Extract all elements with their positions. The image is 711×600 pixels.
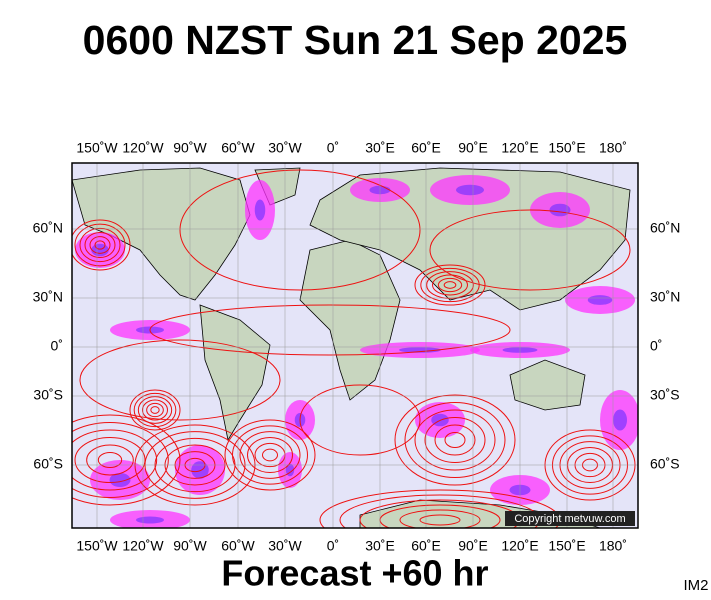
isobar bbox=[72, 429, 158, 491]
land bbox=[299, 239, 401, 401]
lon-label-bottom: 180˚ bbox=[599, 538, 627, 554]
isobar bbox=[247, 437, 293, 473]
lon-label-top: 120˚E bbox=[501, 140, 538, 156]
copyright: Copyright metvuw.com bbox=[514, 513, 625, 525]
precipitation-core bbox=[549, 203, 571, 217]
image-code: IM2 bbox=[683, 577, 708, 594]
lon-label-bottom: 120˚E bbox=[501, 538, 538, 554]
isobar bbox=[394, 394, 516, 486]
precipitation-core bbox=[399, 347, 441, 353]
isobar bbox=[129, 389, 181, 431]
isobar bbox=[89, 236, 111, 254]
isobar bbox=[150, 406, 160, 414]
isobar bbox=[437, 277, 463, 293]
isobar bbox=[72, 422, 169, 498]
lon-label-bottom: 90˚W bbox=[173, 538, 207, 554]
isobar bbox=[146, 402, 164, 418]
map bbox=[72, 163, 638, 528]
isobar bbox=[424, 417, 486, 463]
isobar bbox=[224, 419, 316, 491]
lat-label-right: 0˚ bbox=[650, 338, 662, 354]
lon-label-top: 30˚W bbox=[268, 140, 302, 156]
lon-label-bottom: 90˚E bbox=[458, 538, 488, 554]
copyright-box bbox=[505, 511, 635, 526]
isobar bbox=[434, 424, 476, 456]
isobar bbox=[94, 240, 106, 250]
lon-label-bottom: 30˚W bbox=[268, 538, 302, 554]
lon-label-bottom: 60˚E bbox=[411, 538, 441, 554]
isobar bbox=[149, 304, 511, 356]
lat-label-left: 0˚ bbox=[51, 338, 63, 354]
isobar bbox=[133, 392, 177, 428]
precipitation-core bbox=[109, 473, 131, 487]
isobar bbox=[299, 384, 421, 456]
isobar bbox=[142, 399, 168, 421]
isobar bbox=[404, 402, 506, 478]
isobar bbox=[414, 409, 496, 471]
precipitation-core bbox=[254, 199, 266, 221]
precipitation-core bbox=[587, 295, 613, 305]
precipitation-core bbox=[456, 184, 484, 196]
land bbox=[509, 359, 586, 411]
isobar bbox=[74, 223, 126, 267]
precipitation-core bbox=[191, 461, 209, 479]
lon-label-top: 90˚E bbox=[458, 140, 488, 156]
isobar bbox=[72, 414, 181, 506]
isobar bbox=[232, 425, 308, 485]
lon-label-bottom: 150˚W bbox=[76, 538, 118, 554]
lon-label-top: 60˚E bbox=[411, 140, 441, 156]
isobar bbox=[79, 339, 281, 421]
lon-label-bottom: 150˚E bbox=[548, 538, 585, 554]
lat-label-left: 60˚N bbox=[33, 220, 63, 236]
lon-label-top: 180˚ bbox=[599, 140, 627, 156]
title: 0600 NZST Sun 21 Sep 2025 bbox=[83, 17, 628, 63]
map-frame bbox=[71, 162, 639, 529]
isobar bbox=[399, 509, 481, 528]
isobar bbox=[72, 219, 131, 271]
isobar bbox=[86, 444, 134, 476]
precipitation-core bbox=[285, 463, 295, 477]
lat-label-right: 60˚N bbox=[650, 220, 680, 236]
land bbox=[199, 304, 271, 442]
isobar bbox=[137, 396, 173, 424]
isobar bbox=[443, 281, 457, 289]
precipitation-core bbox=[136, 516, 164, 524]
lon-label-bottom: 120˚W bbox=[122, 538, 164, 554]
lon-label-top: 150˚E bbox=[548, 140, 585, 156]
forecast-label: Forecast +60 hr bbox=[221, 553, 488, 594]
isobar bbox=[444, 432, 466, 448]
lat-label-left: 30˚N bbox=[33, 289, 63, 305]
lon-label-top: 0˚ bbox=[327, 140, 339, 156]
lon-label-bottom: 30˚E bbox=[365, 538, 395, 554]
lon-label-bottom: 0˚ bbox=[327, 538, 339, 554]
lon-label-top: 30˚E bbox=[365, 140, 395, 156]
isobar bbox=[97, 452, 123, 468]
isobar bbox=[414, 264, 486, 306]
isobar bbox=[79, 227, 121, 263]
isobar bbox=[84, 232, 116, 258]
lon-label-top: 120˚W bbox=[122, 140, 164, 156]
precipitation-core bbox=[91, 243, 109, 257]
lat-label-right: 30˚N bbox=[650, 289, 680, 305]
lon-label-top: 150˚W bbox=[76, 140, 118, 156]
isobar bbox=[429, 209, 631, 291]
lon-label-bottom: 60˚W bbox=[221, 538, 255, 554]
isobar bbox=[179, 169, 421, 291]
isobar bbox=[432, 274, 468, 296]
isobar bbox=[239, 431, 301, 479]
isobar bbox=[419, 514, 461, 526]
isobar bbox=[262, 448, 278, 462]
lat-label-left: 30˚S bbox=[33, 387, 63, 403]
lat-label-left: 60˚S bbox=[33, 456, 63, 472]
isobar bbox=[426, 271, 474, 299]
lon-label-top: 90˚W bbox=[173, 140, 207, 156]
lat-label-right: 30˚S bbox=[650, 387, 680, 403]
lon-label-top: 60˚W bbox=[221, 140, 255, 156]
lat-label-right: 60˚S bbox=[650, 456, 680, 472]
precipitation-core bbox=[613, 409, 627, 431]
